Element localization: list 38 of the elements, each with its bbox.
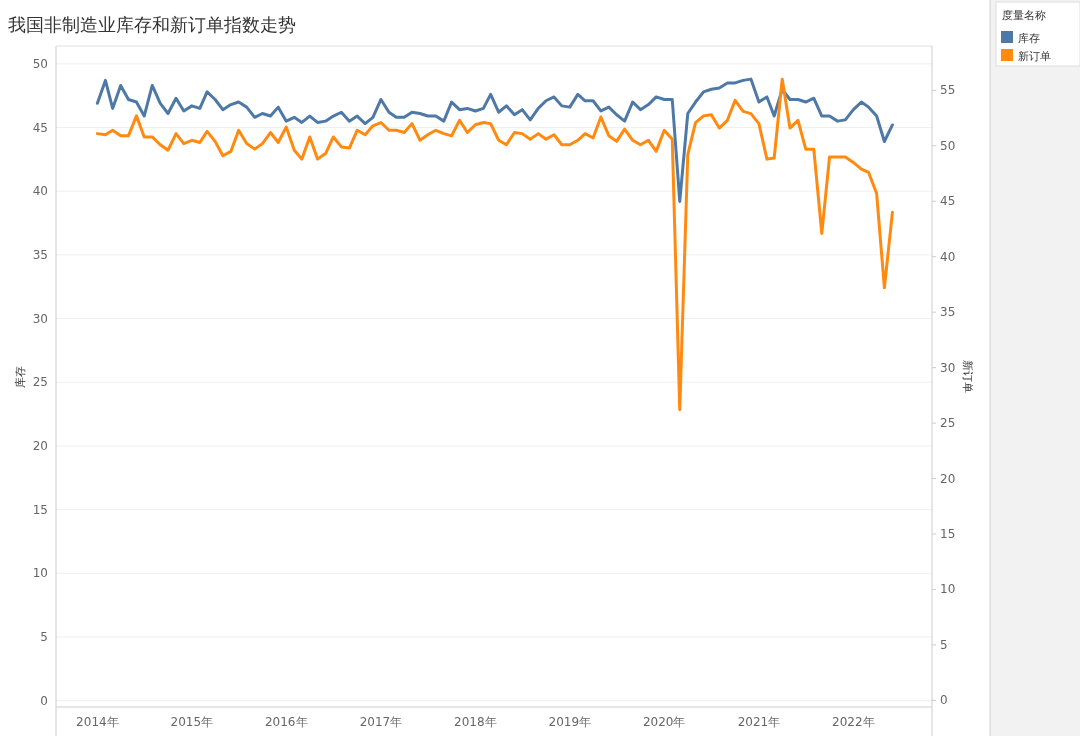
y2-tick-label: 20 xyxy=(940,471,956,486)
x-tick-label: 2022年 xyxy=(832,715,875,729)
legend-title: 度量名称 xyxy=(1002,9,1046,22)
y2-tick-label: 10 xyxy=(940,582,956,597)
y-tick-label: 45 xyxy=(32,120,48,135)
y2-tick-label: 50 xyxy=(940,138,956,153)
y2-tick-label: 45 xyxy=(940,194,956,209)
y-tick-label: 30 xyxy=(32,311,48,326)
y-tick-label: 10 xyxy=(32,566,48,581)
y-axis-title: 库存 xyxy=(14,365,27,388)
x-tick-label: 2019年 xyxy=(548,715,592,729)
x-tick-label: 2016年 xyxy=(264,715,308,729)
y-tick-label: 35 xyxy=(32,247,48,262)
y2-tick-label: 30 xyxy=(940,360,956,375)
x-tick-label: 2015年 xyxy=(170,715,214,729)
x-tick-label: 2021年 xyxy=(737,715,781,729)
legend-label: 新订单 xyxy=(1018,50,1051,63)
y2-tick-label: 5 xyxy=(940,637,948,652)
y-tick-label: 20 xyxy=(32,438,48,453)
y2-axis-title: 新订单 xyxy=(961,360,974,393)
chart-title: 我国非制造业库存和新订单指数走势 xyxy=(8,14,296,35)
y-tick-label: 0 xyxy=(40,693,48,708)
legend-label: 库存 xyxy=(1018,32,1040,45)
y2-tick-label: 0 xyxy=(940,693,948,708)
y-tick-label: 50 xyxy=(32,56,48,71)
y-tick-label: 5 xyxy=(40,629,48,644)
y2-tick-label: 55 xyxy=(940,83,956,98)
y-tick-label: 25 xyxy=(32,375,48,390)
x-tick-label: 2014年 xyxy=(76,715,119,729)
y2-tick-label: 15 xyxy=(940,526,956,541)
y-tick-label: 15 xyxy=(32,502,48,517)
y2-tick-label: 40 xyxy=(940,249,956,264)
x-tick-label: 2018年 xyxy=(454,715,497,729)
y2-tick-label: 25 xyxy=(940,416,956,431)
y2-tick-label: 35 xyxy=(940,305,956,320)
x-tick-label: 2020年 xyxy=(642,715,686,729)
y-tick-label: 40 xyxy=(32,184,48,199)
x-tick-label: 2017年 xyxy=(359,715,403,729)
